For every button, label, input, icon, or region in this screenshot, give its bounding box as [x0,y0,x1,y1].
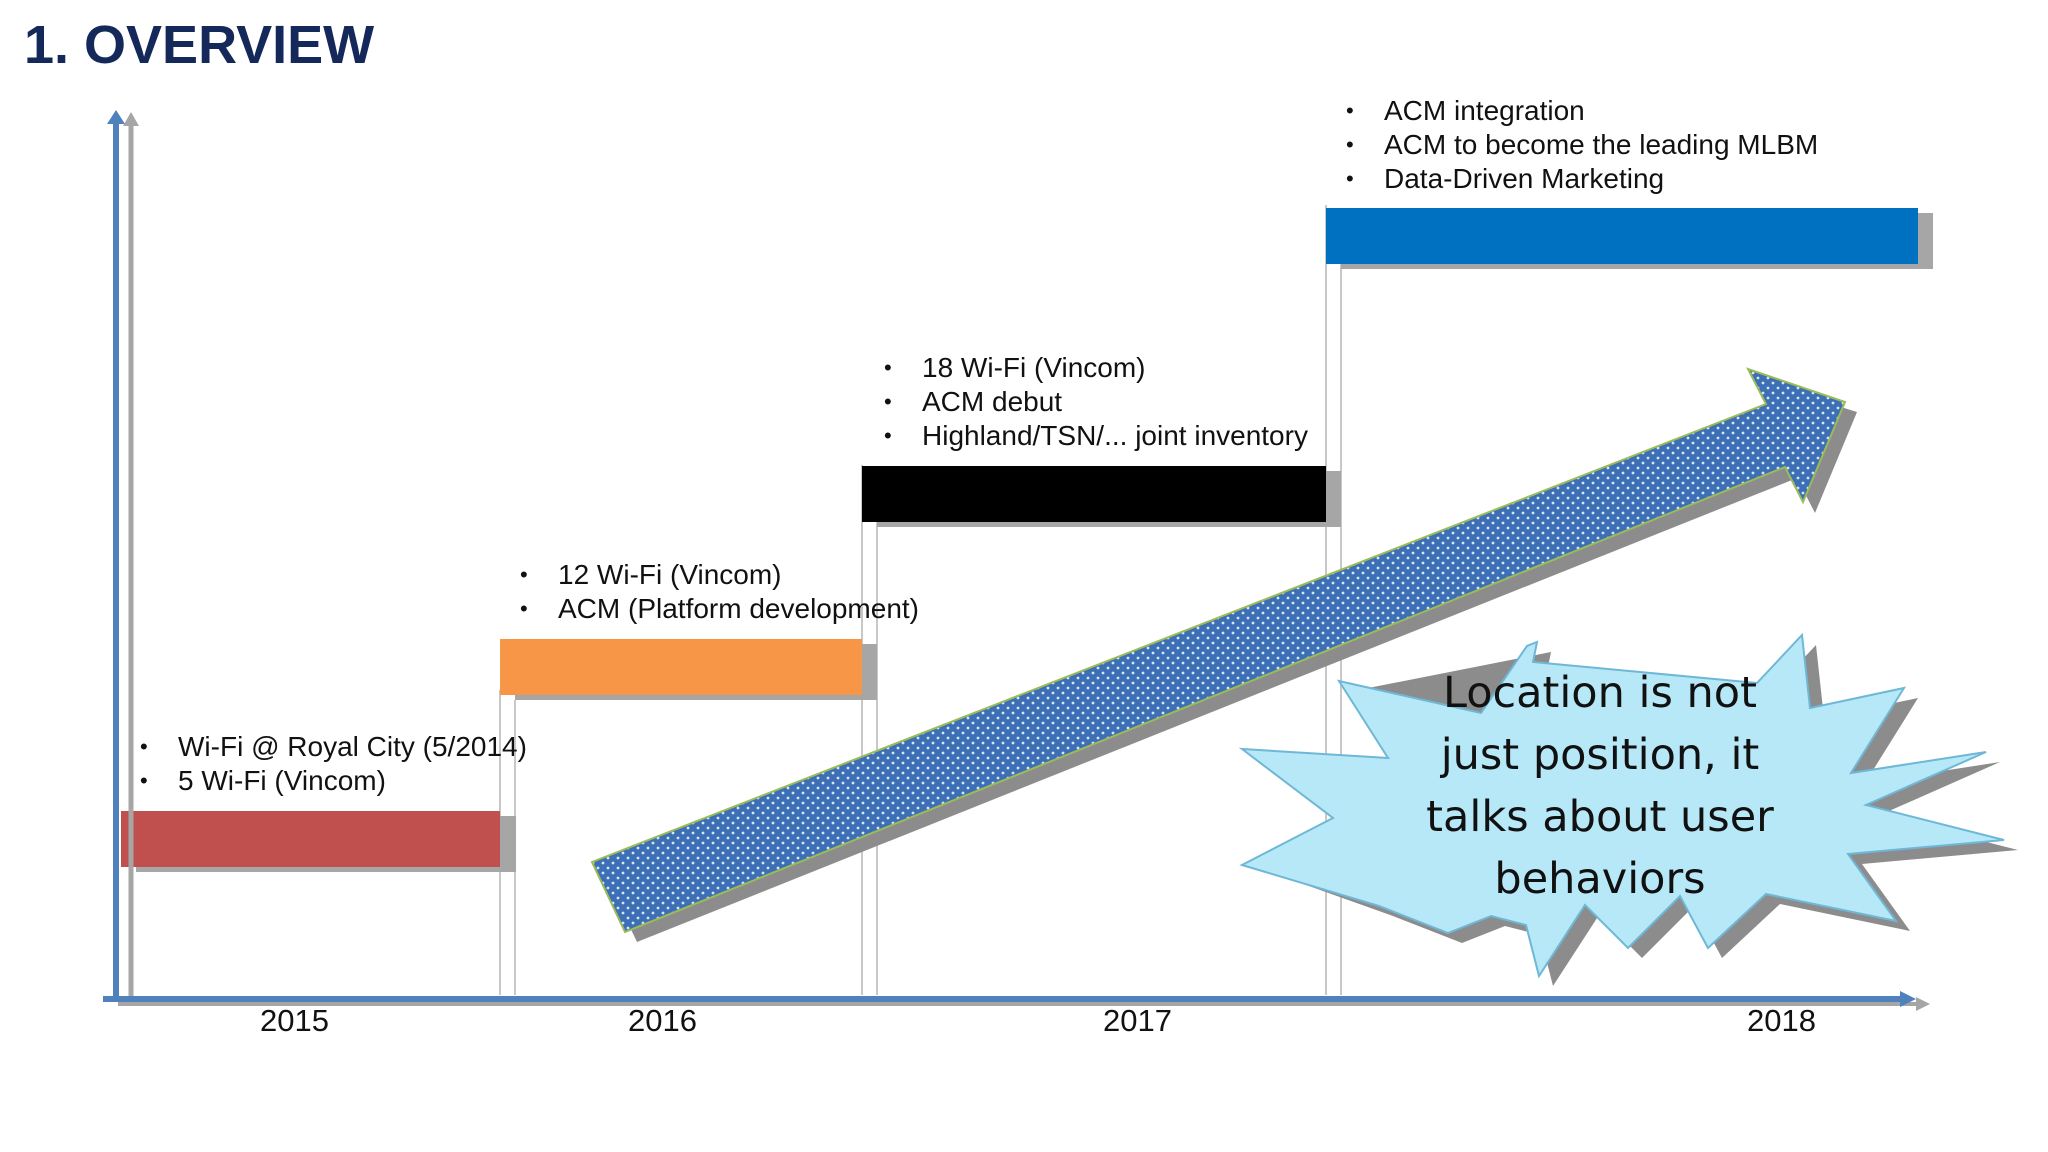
year-label-2018: 2018 [1747,1003,1816,1038]
bullet-item: 12 Wi-Fi (Vincom) [520,558,919,592]
bullet-item: ACM (Platform development) [520,592,919,626]
starburst-body [1238,632,2005,979]
bullet-item: 18 Wi-Fi (Vincom) [884,351,1308,385]
trend-arrow [590,367,1857,942]
callout-starburst [1238,632,2018,986]
axes [103,110,1930,1011]
y-axis-head [107,110,125,124]
phase-bars [121,208,1933,872]
phase-2015-bullets: Wi-Fi @ Royal City (5/2014) 5 Wi-Fi (Vin… [140,730,527,798]
callout-text: Location is not just position, it talks … [1360,662,1840,910]
x-axis-head [1900,991,1916,1007]
callout-line: behaviors [1494,854,1706,904]
bullet-item: ACM to become the leading MLBM [1346,128,1818,162]
trend-arrow-body [590,367,1847,934]
year-label-2017: 2017 [1103,1003,1172,1038]
phase-2016-bullets: 12 Wi-Fi (Vincom) ACM (Platform developm… [520,558,919,626]
bullet-item: Data-Driven Marketing [1346,162,1818,196]
callout-line: just position, it [1440,730,1760,780]
bullet-item: Wi-Fi @ Royal City (5/2014) [140,730,527,764]
page-title: 1. OVERVIEW [24,15,375,75]
bullet-item: Highland/TSN/... joint inventory [884,419,1308,453]
phase-2017-bullets: 18 Wi-Fi (Vincom) ACM debut Highland/TSN… [884,351,1308,453]
phase-bar-2015 [121,811,500,867]
callout-line: Location is not [1443,668,1757,718]
phase-bar-2017 [862,466,1326,522]
y-axis-shadow-head [123,112,139,126]
phase-bar-2018 [1326,208,1918,264]
phase-2018-bullets: ACM integration ACM to become the leadin… [1346,94,1818,196]
year-label-2016: 2016 [628,1003,697,1038]
bullet-item: ACM debut [884,385,1308,419]
phase-bar-2016 [500,639,862,695]
bullet-item: ACM integration [1346,94,1818,128]
callout-line: talks about user [1426,792,1774,842]
x-axis-shadow-head [1916,997,1930,1011]
year-label-2015: 2015 [260,1003,329,1038]
bullet-item: 5 Wi-Fi (Vincom) [140,764,527,798]
